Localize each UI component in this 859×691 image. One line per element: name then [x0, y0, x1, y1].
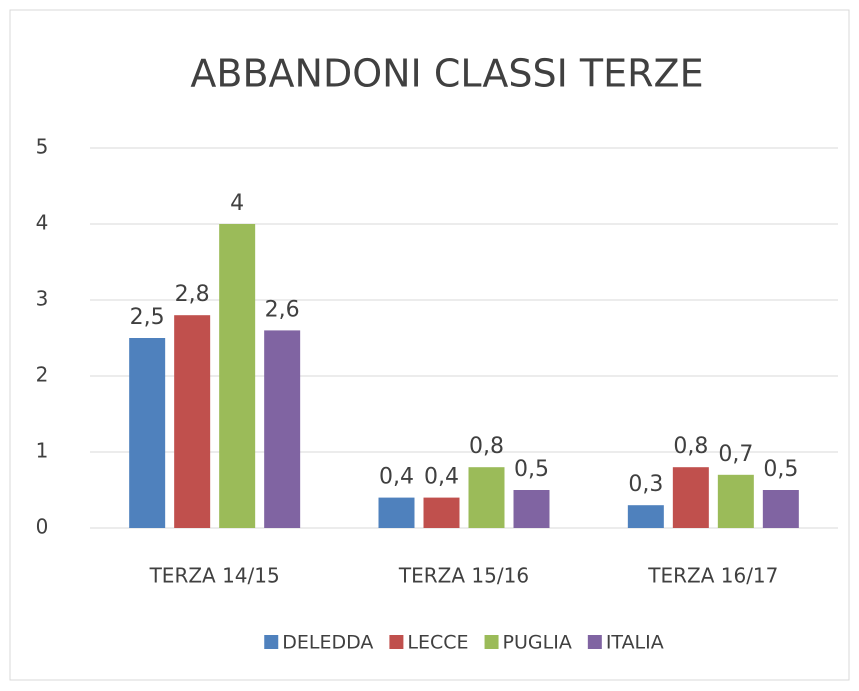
- bar: [717, 474, 754, 528]
- data-label: 0,5: [514, 457, 549, 482]
- bar: [129, 338, 166, 528]
- data-label: 0,4: [424, 465, 459, 490]
- data-label: 0,4: [379, 465, 414, 490]
- bar: [378, 497, 415, 528]
- x-tick-label: TERZA 16/17: [647, 564, 778, 588]
- data-label: 0,5: [763, 457, 798, 482]
- data-label: 0,7: [718, 442, 753, 467]
- x-tick-label: TERZA 15/16: [398, 564, 529, 588]
- bar: [468, 467, 505, 528]
- y-tick-label: 2: [36, 363, 49, 387]
- bar: [762, 490, 799, 528]
- data-label: 2,5: [130, 305, 165, 330]
- y-tick-label: 0: [36, 515, 49, 539]
- x-tick-label: TERZA 14/15: [149, 564, 280, 588]
- data-label: 2,6: [265, 297, 300, 322]
- bar: [423, 497, 460, 528]
- data-label: 2,8: [175, 282, 210, 307]
- legend-label: DELEDDA: [282, 632, 373, 654]
- bar: [513, 490, 550, 528]
- y-tick-label: 5: [36, 135, 49, 159]
- bar: [174, 315, 211, 528]
- bar: [627, 505, 664, 528]
- y-tick-label: 3: [36, 287, 49, 311]
- y-tick-label: 1: [36, 439, 49, 463]
- legend-label: ITALIA: [606, 632, 664, 654]
- chart-title: ABBANDONI CLASSI TERZE: [190, 52, 703, 96]
- legend-swatch: [587, 635, 602, 649]
- data-label: 0,8: [469, 434, 504, 459]
- legend-swatch: [264, 635, 279, 649]
- bar: [264, 330, 301, 528]
- legend-label: PUGLIA: [503, 632, 572, 654]
- legend-label: LECCE: [407, 632, 468, 654]
- y-tick-label: 4: [36, 211, 49, 235]
- data-label: 0,8: [673, 434, 708, 459]
- data-label: 0,3: [628, 472, 663, 497]
- bar: [672, 467, 709, 528]
- bar: [219, 224, 256, 528]
- legend-swatch: [389, 635, 404, 649]
- data-label: 4: [230, 191, 244, 216]
- legend-swatch: [484, 635, 499, 649]
